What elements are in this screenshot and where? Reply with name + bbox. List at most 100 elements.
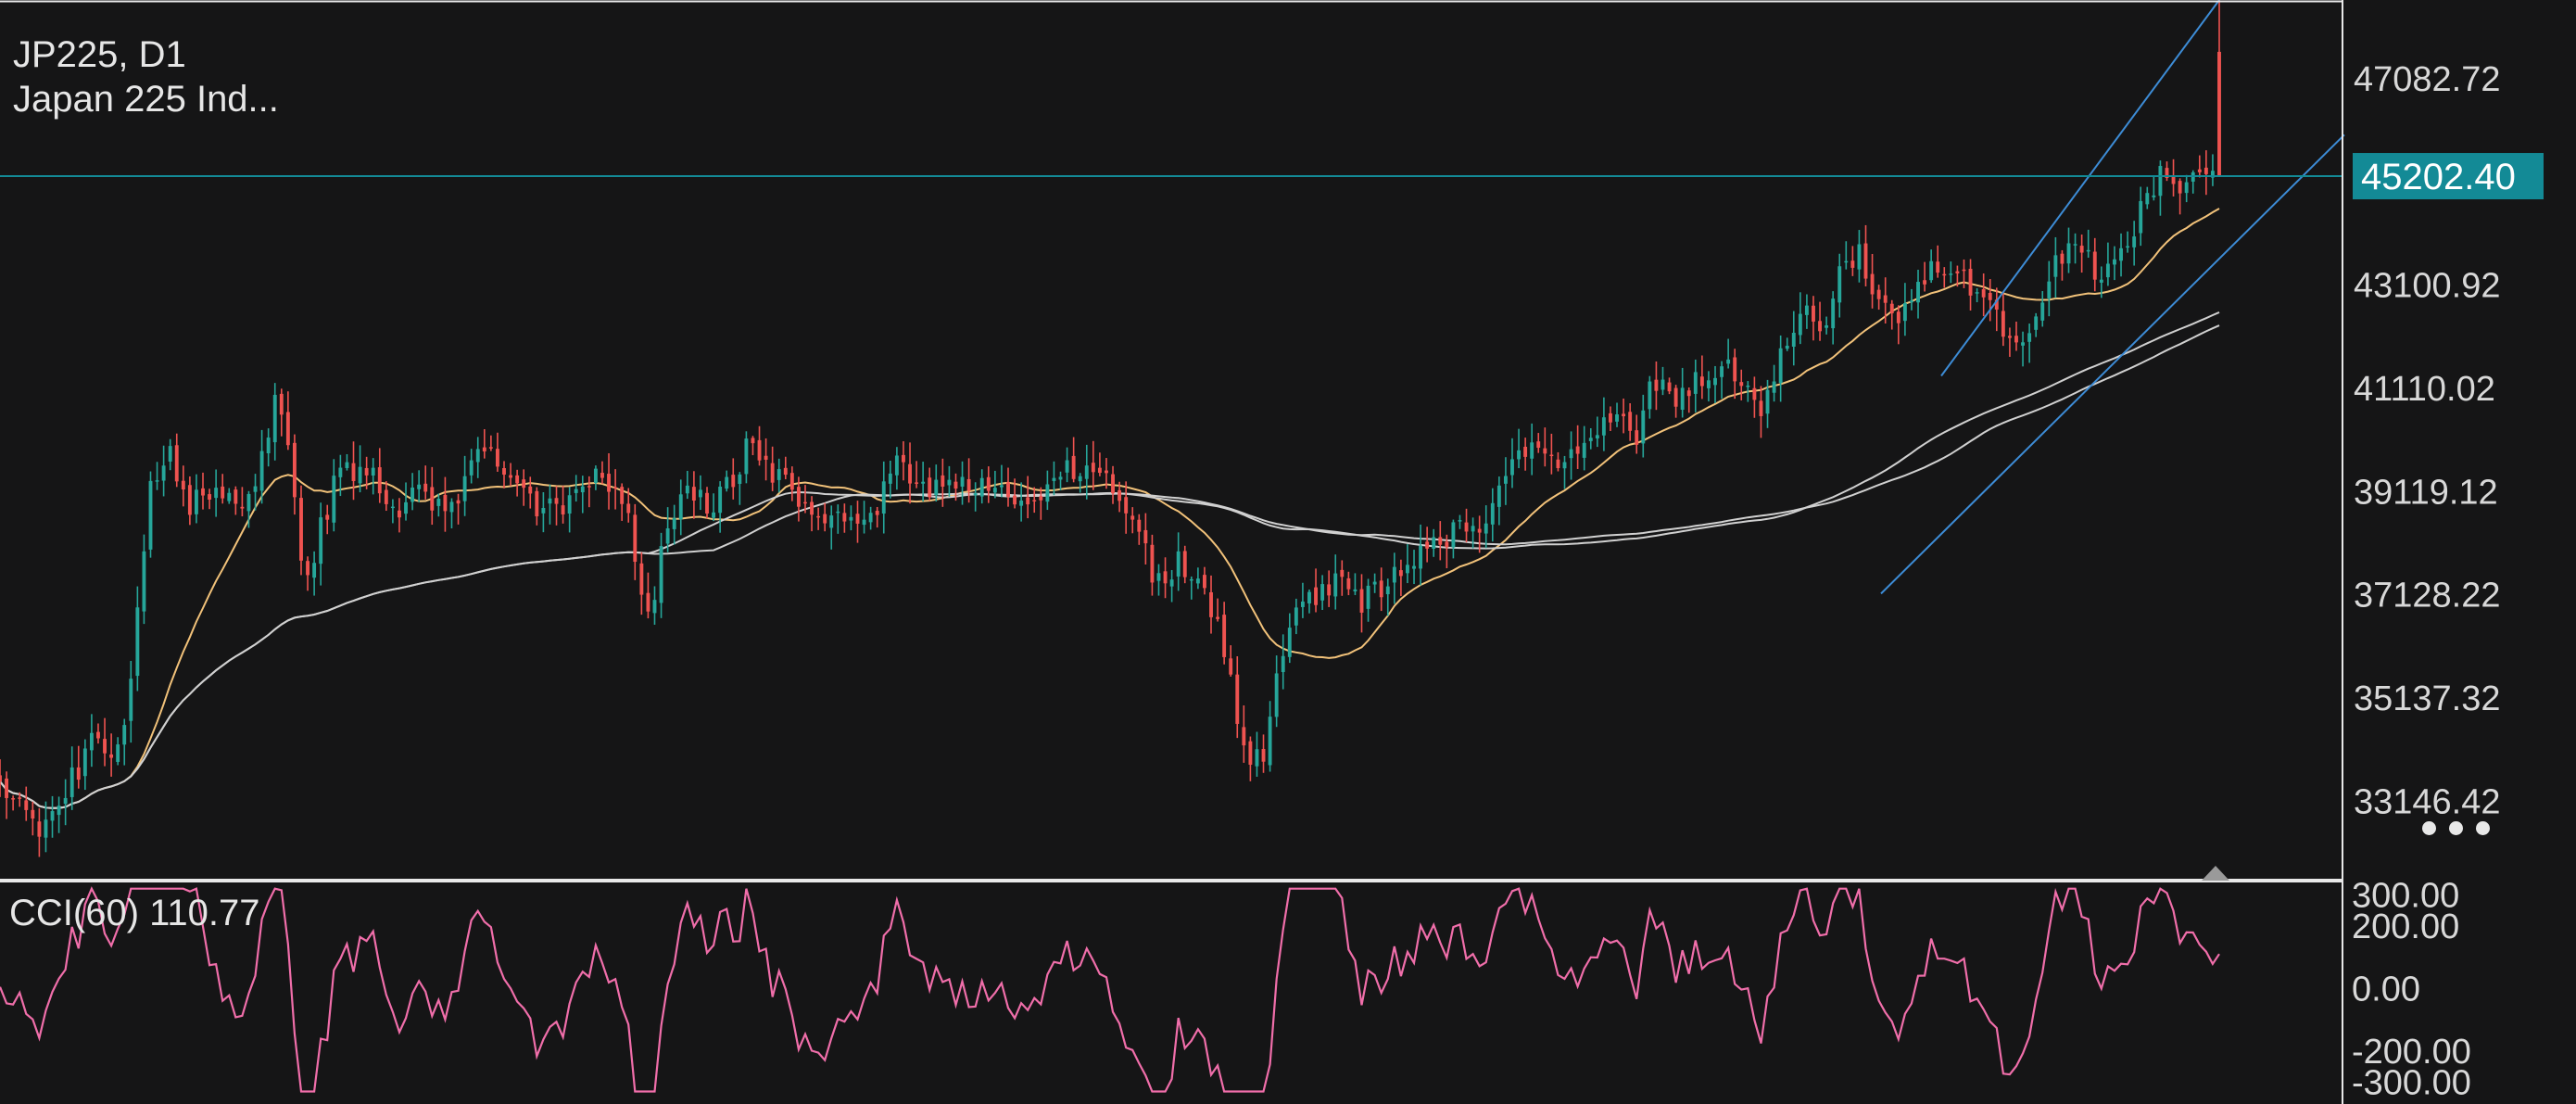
- candle: [1084, 444, 1089, 500]
- candle: [364, 456, 369, 489]
- candle: [678, 479, 683, 536]
- candle: [705, 487, 709, 519]
- candle: [1182, 545, 1187, 584]
- more-options-button[interactable]: [2422, 814, 2506, 842]
- pane-resize-handle-icon[interactable]: [2202, 866, 2229, 881]
- candle: [11, 795, 16, 811]
- dot-icon: [2449, 820, 2463, 835]
- main-price-pane[interactable]: [0, 0, 2345, 857]
- candle: [1216, 598, 1220, 622]
- candle: [2014, 321, 2018, 351]
- candle: [1686, 387, 1691, 413]
- candle: [1942, 267, 1947, 288]
- candle: [2092, 237, 2097, 292]
- candle: [50, 795, 55, 838]
- candle: [2184, 174, 2189, 203]
- candle: [1359, 574, 1364, 633]
- candle: [1333, 554, 1338, 610]
- candle: [1065, 447, 1069, 483]
- candle: [803, 485, 807, 514]
- candle: [829, 505, 834, 550]
- candle: [279, 388, 284, 437]
- candle: [894, 447, 899, 490]
- candle: [1294, 598, 1298, 635]
- candle: [1189, 576, 1193, 600]
- candle: [214, 469, 219, 517]
- moving-average-ma_slow_2: [0, 324, 2220, 809]
- current-price-label: 45202.40: [2361, 157, 2516, 197]
- candle: [1222, 602, 1227, 665]
- candle: [1713, 365, 1717, 404]
- candle: [1398, 559, 1403, 597]
- candle: [5, 771, 9, 819]
- candle: [1169, 569, 1174, 603]
- candle: [522, 469, 526, 506]
- candle: [607, 452, 611, 510]
- candle: [187, 476, 192, 526]
- candle: [1320, 575, 1325, 610]
- moving-average-ma_fast: [0, 208, 2220, 809]
- candle: [979, 469, 984, 504]
- candle: [1615, 402, 1619, 427]
- candle: [1785, 337, 1789, 351]
- candle: [1791, 311, 1796, 366]
- candle: [1536, 433, 1541, 453]
- candle: [227, 488, 232, 504]
- channel-lower-line[interactable]: [1880, 133, 2345, 595]
- candle: [593, 465, 598, 490]
- candle: [2217, 0, 2221, 177]
- candle: [195, 474, 198, 524]
- candle: [475, 437, 480, 478]
- candle: [1850, 246, 1855, 276]
- candle: [1045, 470, 1050, 511]
- cci-legend: CCI(60) 110.77: [9, 893, 260, 933]
- candle: [76, 745, 81, 789]
- candle: [966, 458, 971, 503]
- candle: [1314, 568, 1318, 613]
- candle: [1503, 457, 1508, 505]
- candle: [299, 485, 303, 576]
- candle: [725, 470, 729, 492]
- candle: [1759, 386, 1763, 438]
- candle: [1575, 425, 1580, 469]
- candle: [580, 476, 585, 514]
- candle: [332, 459, 336, 532]
- candle: [921, 462, 926, 502]
- candle: [1739, 369, 1744, 400]
- candle: [1202, 566, 1206, 595]
- candle: [306, 556, 309, 591]
- candle: [1156, 564, 1161, 596]
- candle: [1013, 478, 1017, 509]
- candle: [613, 469, 618, 510]
- candle: [1287, 613, 1292, 664]
- candle: [1353, 573, 1357, 596]
- candle: [1445, 534, 1449, 569]
- candle: [1130, 507, 1135, 534]
- candle: [390, 499, 395, 524]
- candle: [1379, 567, 1383, 612]
- candle: [1994, 287, 1999, 332]
- candle: [2073, 233, 2077, 264]
- candle: [2027, 324, 2032, 363]
- candle: [345, 453, 349, 471]
- price-axis[interactable]: 47082.72 43100.92 41110.02 39119.12 37128.22…: [2354, 60, 2501, 821]
- candle: [1699, 355, 1704, 400]
- candle: [2203, 150, 2208, 196]
- candle: [31, 801, 35, 836]
- channel-upper-line[interactable]: [1940, 0, 2220, 377]
- candle: [1962, 259, 1966, 288]
- trend-channel[interactable]: [1880, 0, 2345, 595]
- candle: [2086, 229, 2090, 259]
- candle: [2099, 266, 2103, 298]
- candle: [535, 487, 539, 526]
- candle: [1635, 414, 1639, 454]
- candle: [868, 506, 873, 530]
- candle: [1071, 437, 1076, 483]
- candle: [1981, 273, 1986, 317]
- price-axis-label: 37128.22: [2354, 577, 2501, 615]
- candle: [1523, 438, 1528, 471]
- candle: [1746, 381, 1750, 402]
